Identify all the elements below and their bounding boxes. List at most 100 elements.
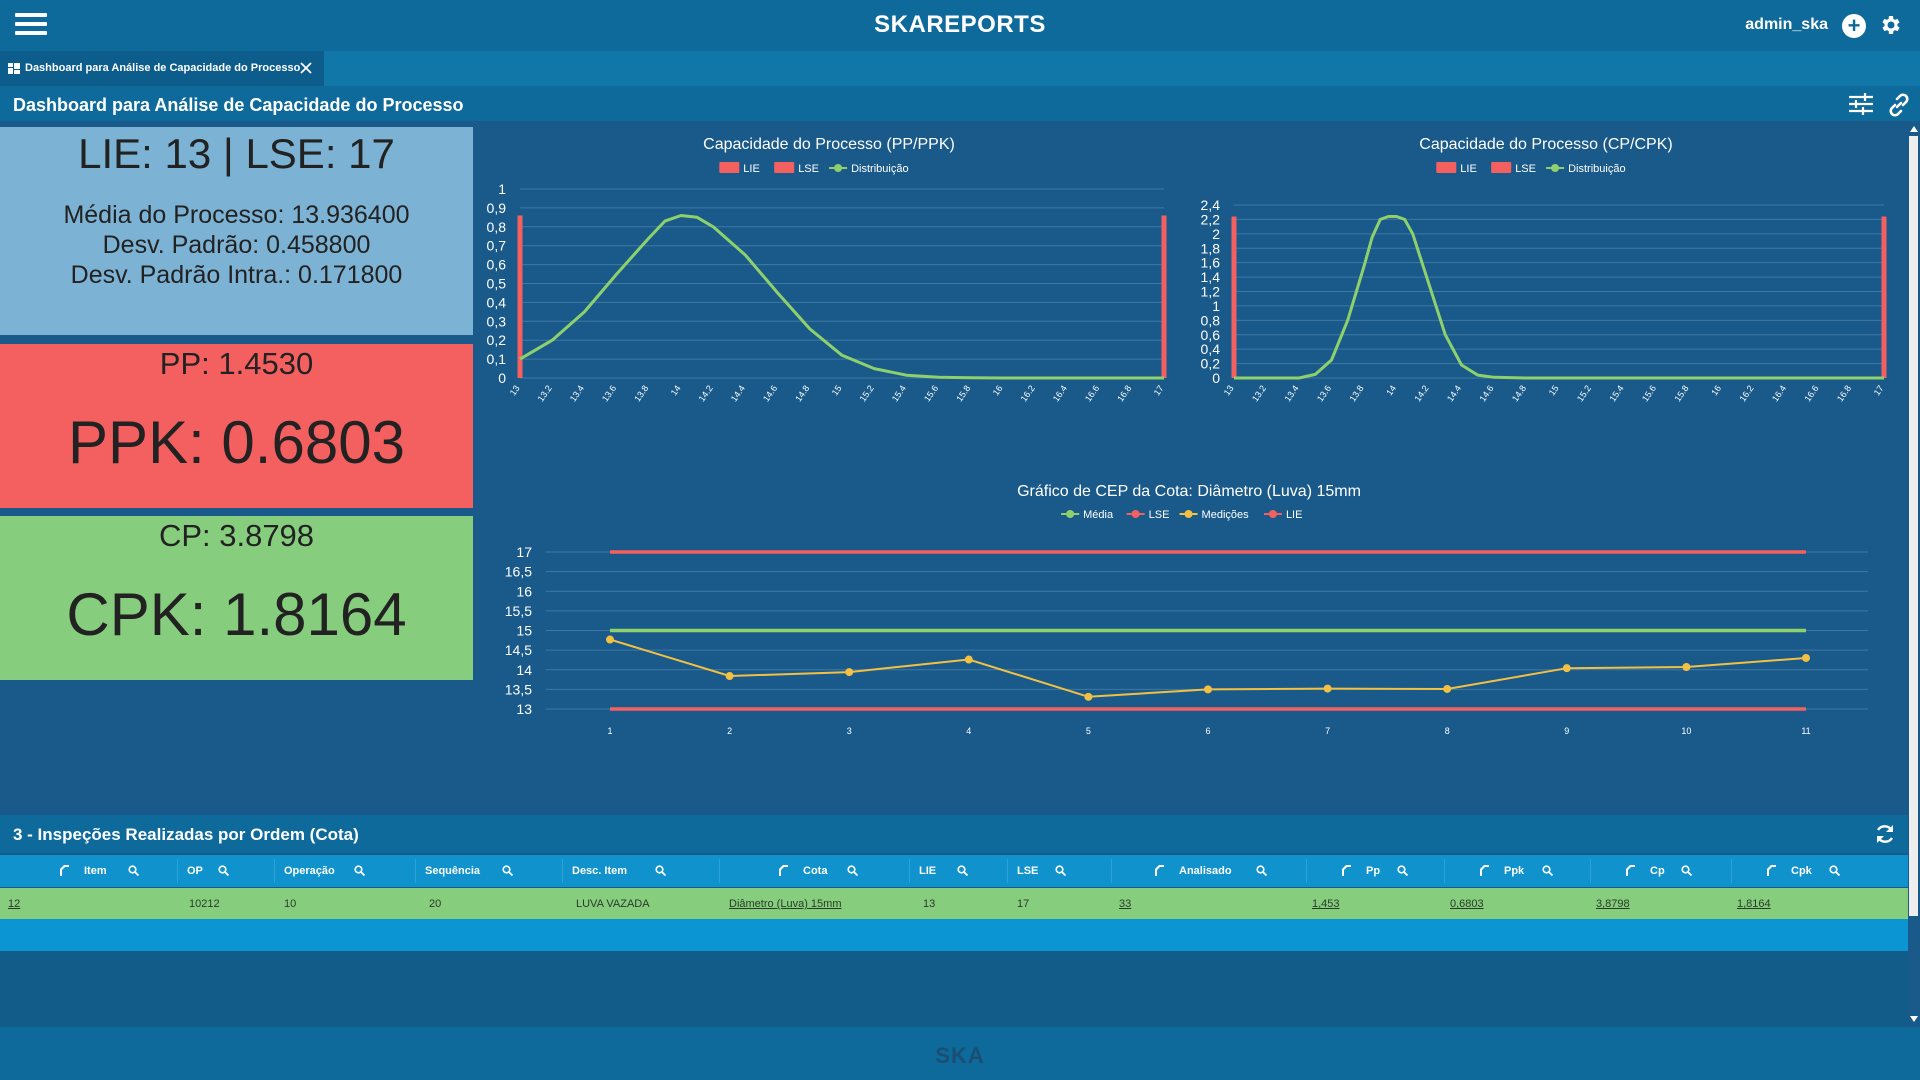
search-icon[interactable] xyxy=(128,865,139,876)
x-tick-label: 17 xyxy=(1152,383,1166,397)
column-header-cota[interactable]: Cota xyxy=(719,855,909,887)
pin-icon[interactable] xyxy=(1479,864,1490,876)
search-icon[interactable] xyxy=(847,865,858,876)
search-icon[interactable] xyxy=(1255,865,1267,876)
ppk-value: PPK: 0.6803 xyxy=(68,409,405,476)
x-tick-label: 14.6 xyxy=(761,383,779,403)
table-cell-pp[interactable]: 1,453 xyxy=(1312,898,1340,910)
pin-icon[interactable] xyxy=(1625,864,1636,876)
table-cell-item[interactable]: 12 xyxy=(8,898,21,910)
search-icon[interactable] xyxy=(218,865,229,876)
column-header-lie[interactable]: LIE xyxy=(909,855,1007,887)
search-icon[interactable] xyxy=(956,865,968,876)
search-icon[interactable] xyxy=(1681,865,1692,876)
search-icon[interactable] xyxy=(1541,865,1553,876)
legend-marker xyxy=(1184,510,1193,518)
column-header-label: Analisado xyxy=(1179,865,1232,877)
x-tick-label: 16.4 xyxy=(1051,383,1069,403)
gear-icon[interactable] xyxy=(1878,13,1902,37)
x-tick-label: 16.2 xyxy=(1737,383,1755,403)
scroll-down-icon[interactable] xyxy=(1910,1015,1918,1023)
y-tick-label: 2 xyxy=(1212,226,1220,242)
table-cell-cpk[interactable]: 1,8164 xyxy=(1737,898,1771,910)
std-dev: Desv. Padrão: 0.458800 xyxy=(102,231,371,259)
measurement-point xyxy=(845,668,854,677)
column-header-label: Cp xyxy=(1650,865,1665,877)
column-separator xyxy=(1731,859,1732,883)
column-header-ppk[interactable]: Ppk xyxy=(1444,855,1590,887)
lie-bar xyxy=(517,215,523,378)
y-tick-label: 0,9 xyxy=(487,200,507,216)
table-cell-opera-o: 10 xyxy=(284,898,297,910)
lse-bar xyxy=(1881,216,1887,378)
x-tick-label: 3 xyxy=(847,726,852,736)
search-icon[interactable] xyxy=(655,865,666,876)
search-icon[interactable] xyxy=(1054,865,1066,876)
search-icon[interactable] xyxy=(1828,865,1840,876)
measurement-point xyxy=(1204,685,1212,694)
column-header-pp[interactable]: Pp xyxy=(1306,855,1444,887)
x-tick-label: 16.8 xyxy=(1115,383,1133,403)
filter-sliders-icon[interactable] xyxy=(1848,93,1874,115)
scrollbar-thumb[interactable] xyxy=(1909,136,1918,916)
link-icon[interactable] xyxy=(1886,92,1912,118)
tab-dashboard[interactable]: Dashboard para Análise de Capacidade do … xyxy=(0,51,324,86)
x-tick-label: 17 xyxy=(1872,383,1886,397)
column-header-desc-item[interactable]: Desc. Item xyxy=(562,855,719,887)
column-header-sequ-ncia[interactable]: Sequência xyxy=(415,855,562,887)
column-header-cpk[interactable]: Cpk xyxy=(1731,855,1908,887)
column-header-label: Pp xyxy=(1366,865,1381,877)
menu-icon[interactable] xyxy=(15,13,47,39)
x-tick-label: 8 xyxy=(1445,726,1450,736)
x-tick-label: 13.8 xyxy=(632,383,650,403)
table-cell-cp[interactable]: 3,8798 xyxy=(1596,898,1630,910)
x-tick-label: 16.6 xyxy=(1083,383,1101,403)
table-cell-ppk[interactable]: 0,6803 xyxy=(1450,898,1484,910)
search-icon[interactable] xyxy=(501,865,513,876)
column-header-lse[interactable]: LSE xyxy=(1007,855,1111,887)
pin-icon[interactable] xyxy=(59,864,70,876)
search-icon[interactable] xyxy=(1397,865,1408,876)
x-tick-label: 7 xyxy=(1325,726,1330,736)
add-icon[interactable]: + xyxy=(1842,14,1866,38)
y-tick-label: 15,5 xyxy=(505,603,532,619)
user-name[interactable]: admin_ska xyxy=(1745,16,1828,33)
scrollbar[interactable] xyxy=(1908,121,1920,1027)
page-title: Dashboard para Análise de Capacidade do … xyxy=(13,95,464,115)
legend-swatch xyxy=(719,162,740,173)
table-cell-cota[interactable]: Diâmetro (Luva) 15mm xyxy=(729,898,842,910)
pin-icon[interactable] xyxy=(778,864,789,876)
y-tick-label: 0,4 xyxy=(487,294,507,310)
close-icon[interactable] xyxy=(299,61,313,75)
pin-icon[interactable] xyxy=(1766,864,1777,876)
x-tick-label: 5 xyxy=(1086,726,1091,736)
column-separator xyxy=(909,859,910,883)
distribution-line xyxy=(1234,215,1884,380)
y-tick-label: 1,8 xyxy=(1201,240,1221,256)
refresh-icon[interactable] xyxy=(1874,823,1896,845)
dashboard-icon xyxy=(8,63,20,74)
pin-icon[interactable] xyxy=(1341,864,1352,876)
column-header-opera-o[interactable]: Operação xyxy=(274,855,415,887)
x-tick-label: 15.8 xyxy=(1672,383,1690,403)
column-header-cp[interactable]: Cp xyxy=(1590,855,1731,887)
table-cell-analisado[interactable]: 33 xyxy=(1119,898,1132,910)
legend-label: LIE xyxy=(743,163,760,175)
measurement-point xyxy=(1443,684,1452,693)
chart-cep: Gráfico de CEP da Cota: Diâmetro (Luva) … xyxy=(505,483,1868,736)
measurement-point xyxy=(1562,664,1571,673)
y-tick-label: 1 xyxy=(1212,298,1220,314)
x-tick-label: 13.8 xyxy=(1347,383,1365,403)
pin-icon[interactable] xyxy=(1154,864,1165,876)
x-tick-label: 14.2 xyxy=(697,383,715,403)
tab-bar: Dashboard para Análise de Capacidade do … xyxy=(0,51,1920,86)
table-row[interactable]: 12 10212 10 20 LUVA VAZADA Diâmetro (Luva) 15… xyxy=(0,888,1908,919)
scroll-up-icon[interactable] xyxy=(1910,125,1918,133)
column-header-item[interactable]: Item xyxy=(0,855,177,887)
search-icon[interactable] xyxy=(354,865,365,876)
footer-logo: SKA xyxy=(935,1043,985,1068)
column-header-op[interactable]: OP xyxy=(177,855,274,887)
y-tick-label: 0,4 xyxy=(1201,341,1221,357)
column-separator xyxy=(719,859,720,883)
column-header-analisado[interactable]: Analisado xyxy=(1111,855,1306,887)
